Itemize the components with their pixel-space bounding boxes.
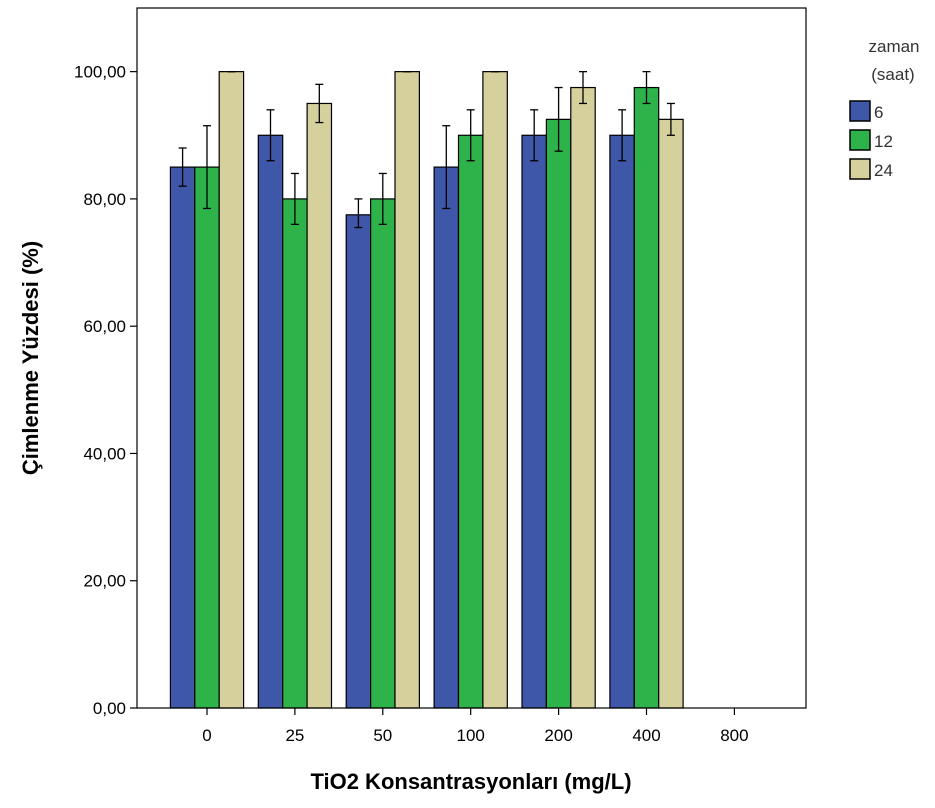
bar <box>633 86 660 709</box>
plot-frame <box>136 7 807 709</box>
bar <box>218 71 245 709</box>
bar <box>433 166 460 709</box>
bar <box>169 166 196 709</box>
legend: zaman (saat) 6 12 24 <box>849 37 920 180</box>
bar <box>658 118 684 709</box>
x-tick-label: 800 <box>720 726 748 745</box>
bar <box>457 134 484 709</box>
bar <box>257 134 284 709</box>
bar <box>345 214 372 709</box>
x-tick-label: 0 <box>202 726 211 745</box>
legend-swatch <box>849 129 871 151</box>
x-tick-label: 50 <box>373 726 392 745</box>
legend-swatch <box>849 158 871 180</box>
x-tick-label: 200 <box>544 726 572 745</box>
bar <box>521 134 547 709</box>
bar <box>370 198 396 709</box>
y-tick-label: 40,00 <box>83 444 126 463</box>
y-tick-label: 60,00 <box>83 317 126 336</box>
bar <box>282 198 308 709</box>
bar <box>482 71 508 709</box>
bar <box>609 134 635 709</box>
y-axis: 0,00 20,00 40,00 60,00 80,00 100,00 <box>74 63 137 718</box>
bar <box>545 118 572 709</box>
bar <box>570 86 596 709</box>
legend-label: 24 <box>874 161 893 180</box>
x-axis-title: TiO2 Konsantrasyonları (mg/L) <box>310 769 631 794</box>
legend-label: 6 <box>874 103 883 122</box>
legend-title-line1: zaman <box>868 37 919 56</box>
y-tick-label: 80,00 <box>83 190 126 209</box>
y-tick-label: 20,00 <box>83 572 126 591</box>
legend-label: 12 <box>874 132 893 151</box>
bar <box>394 71 420 709</box>
x-tick-label: 25 <box>285 726 304 745</box>
legend-swatch <box>849 100 871 122</box>
y-tick-label: 100,00 <box>74 63 126 82</box>
bars-layer <box>169 70 684 709</box>
bar <box>194 166 220 709</box>
x-tick-label: 100 <box>457 726 485 745</box>
x-axis: 0 25 50 100 200 400 800 <box>202 708 749 745</box>
y-axis-title: Çimlenme Yüzdesi (%) <box>18 241 43 475</box>
x-tick-label: 400 <box>632 726 660 745</box>
y-tick-label: 0,00 <box>93 699 126 718</box>
bar <box>306 102 333 709</box>
legend-title-line2: (saat) <box>871 65 914 84</box>
